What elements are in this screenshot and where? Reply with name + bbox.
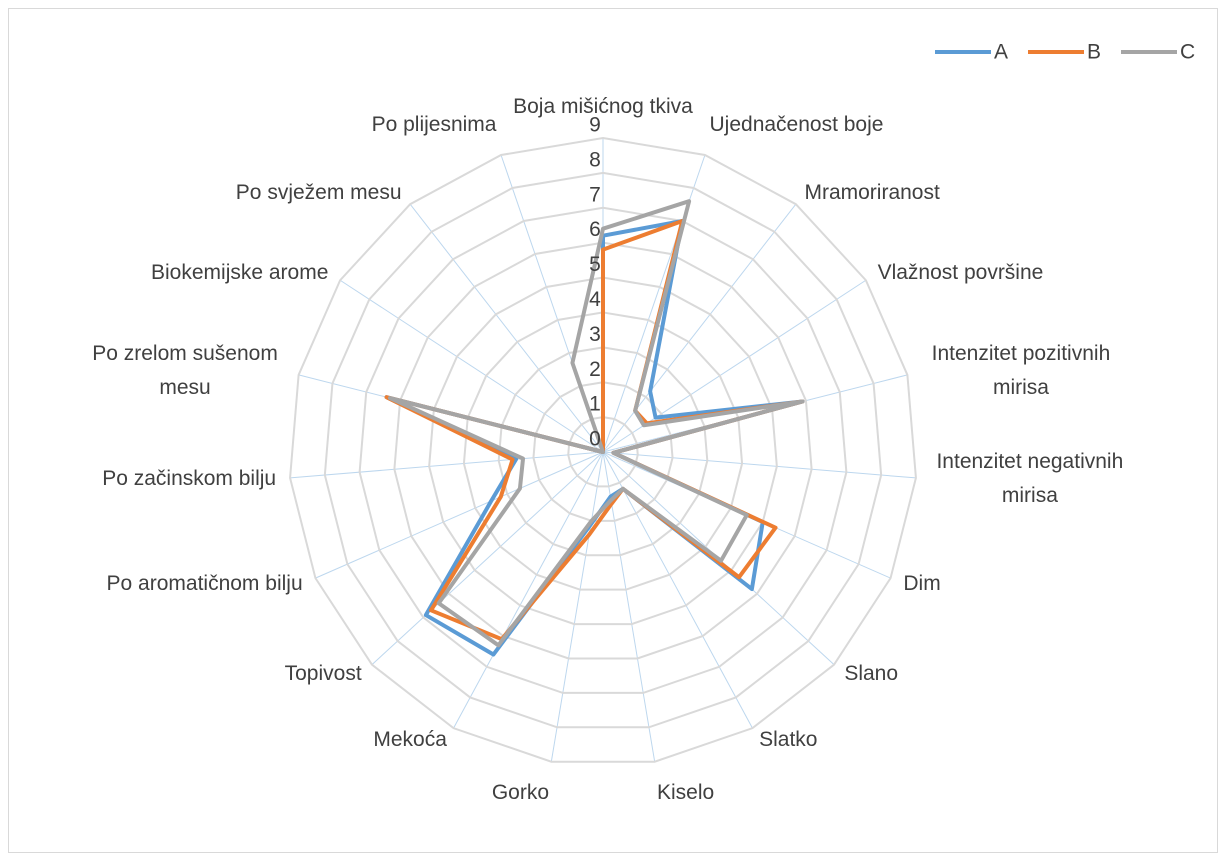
grid-ring bbox=[323, 171, 883, 729]
category-label: Mramoriranost bbox=[804, 181, 940, 205]
legend-label: C bbox=[1180, 41, 1195, 64]
series-line bbox=[387, 199, 805, 648]
tick-label: 6 bbox=[589, 218, 601, 241]
category-label: Po začinskom bilju bbox=[102, 467, 277, 491]
category-label: Slano bbox=[844, 662, 899, 686]
grid-ring bbox=[289, 136, 917, 763]
spoke bbox=[602, 451, 753, 729]
category-label: Po svježem mesu bbox=[235, 181, 402, 205]
tick-label: 0 bbox=[589, 428, 601, 451]
category-label: Vlažnost površine bbox=[877, 260, 1044, 284]
tick-label: 8 bbox=[589, 148, 601, 171]
grid-ring bbox=[393, 241, 813, 660]
tick-label: 9 bbox=[589, 114, 601, 137]
category-label: Intenzitet pozitivnih mirisa bbox=[931, 342, 1111, 400]
category-label: Slatko bbox=[759, 728, 818, 752]
spoke bbox=[371, 451, 604, 666]
spoke bbox=[602, 451, 916, 479]
category-label: Dim bbox=[903, 571, 941, 595]
category-label: Intenzitet negativnih mirisa bbox=[936, 450, 1124, 508]
category-label: Po zrelom sušenom mesu bbox=[92, 342, 278, 400]
spoke bbox=[290, 451, 604, 479]
category-label: Gorko bbox=[491, 780, 549, 804]
category-label: Boja mišićnog tkiva bbox=[513, 95, 693, 118]
spoke bbox=[550, 451, 604, 762]
tick-label: 5 bbox=[589, 253, 601, 276]
spoke bbox=[453, 451, 604, 729]
grid-ring bbox=[462, 311, 744, 591]
legend-label: A bbox=[994, 41, 1008, 64]
tick-label: 1 bbox=[589, 393, 601, 416]
grid-ring bbox=[497, 346, 709, 557]
category-label: Po aromatičnom bilju bbox=[106, 571, 303, 595]
chart-frame bbox=[8, 8, 1218, 853]
tick-label: 7 bbox=[589, 183, 601, 206]
tick-label: 4 bbox=[589, 288, 601, 311]
grid-ring bbox=[358, 206, 848, 694]
category-label: Biokemijske arome bbox=[151, 260, 329, 284]
category-label: Kiselo bbox=[656, 780, 715, 804]
grid-ring bbox=[428, 276, 778, 626]
spoke bbox=[409, 203, 604, 453]
tick-label: 3 bbox=[589, 323, 601, 346]
spoke bbox=[339, 279, 604, 453]
category-label: Mekoća bbox=[373, 728, 447, 752]
category-label: Ujednačenost boje bbox=[709, 112, 884, 136]
category-label: Po plijesnima bbox=[371, 112, 497, 136]
category-label: Topivost bbox=[284, 662, 362, 686]
spoke bbox=[315, 451, 604, 579]
legend-label: B bbox=[1087, 41, 1101, 64]
tick-label: 2 bbox=[589, 358, 601, 381]
grid-ring bbox=[567, 416, 639, 488]
